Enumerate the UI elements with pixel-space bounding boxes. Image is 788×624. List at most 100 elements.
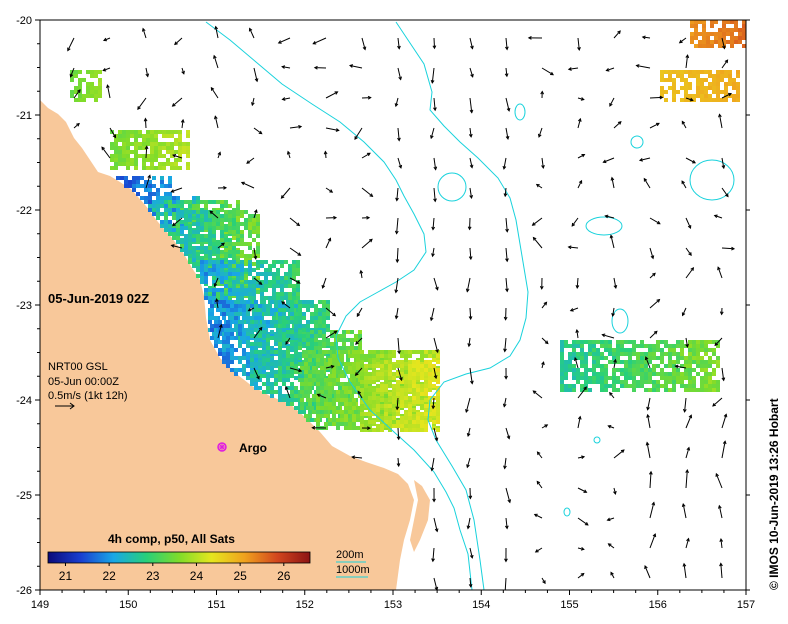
sst-pixel [384,398,388,402]
sst-pixel [690,20,694,24]
sst-pixel [404,354,408,358]
sst-pixel [280,260,284,264]
sst-pixel [74,70,78,74]
sst-pixel [274,324,278,328]
sst-pixel [432,404,436,408]
sst-pixel [286,308,290,312]
sst-pixel [584,356,588,360]
sst-pixel [384,380,388,384]
sst-pixel [648,344,652,348]
sst-pixel [312,394,316,398]
sst-pixel [286,334,290,338]
sst-pixel [360,360,364,364]
sst-pixel [704,384,708,388]
sst-pixel [296,264,300,268]
sst-pixel [294,316,298,320]
sst-pixel [322,334,326,338]
sst-pixel [376,350,380,354]
sst-pixel [142,138,146,142]
sst-pixel [250,304,254,308]
sst-pixel [272,316,276,320]
current-arrow [505,247,509,263]
sst-pixel [250,316,254,320]
current-arrow [73,89,81,99]
sst-pixel [114,146,118,150]
sst-pixel [732,78,736,82]
sst-pixel [376,400,380,404]
sst-pixel [322,304,326,308]
sst-pixel [246,332,250,336]
sst-pixel [306,308,310,312]
sst-pixel [696,356,700,360]
sst-pixel [294,354,298,358]
sst-pixel [122,158,126,162]
sst-pixel [280,288,284,292]
sst-pixel [234,348,238,352]
sst-pixel [216,268,220,272]
sst-pixel [218,340,222,344]
sst-pixel [664,70,668,74]
sst-pixel [156,216,160,220]
sst-pixel [412,364,416,368]
sst-pixel [134,150,138,154]
sst-pixel [134,138,138,142]
sst-pixel [266,390,270,394]
sst-pixel [240,238,244,242]
sst-pixel [232,214,236,218]
sst-pixel [302,316,306,320]
sst-pixel [256,260,260,264]
sst-pixel [632,348,636,352]
sst-pixel [214,324,218,328]
sst-pixel [228,226,232,230]
sst-pixel [232,292,236,296]
sst-pixel [580,348,584,352]
sst-pixel [242,336,246,340]
sst-pixel [580,352,584,356]
sst-pixel [714,32,718,36]
sst-pixel [204,292,208,296]
sst-pixel [412,420,416,424]
sst-pixel [168,200,172,204]
current-arrow [575,277,580,290]
sst-pixel [316,378,320,382]
sst-pixel [298,374,302,378]
sst-pixel [704,94,708,98]
current-arrow [502,157,507,170]
sst-pixel [404,424,408,428]
sst-pixel [228,242,232,246]
sst-pixel [632,344,636,348]
current-arrow [431,247,435,258]
sst-pixel [284,272,288,276]
sst-pixel [576,344,580,348]
sst-pixel [716,74,720,78]
sst-pixel [564,384,568,388]
sst-pixel [724,98,728,102]
sst-pixel [360,364,364,368]
sst-pixel [600,384,604,388]
sst-pixel [316,382,320,386]
sst-pixel [212,280,216,284]
sst-pixel [250,330,254,334]
sst-pixel [222,324,226,328]
sst-pixel [348,390,352,394]
sst-pixel [280,276,284,280]
sst-pixel [710,44,714,48]
sst-pixel [294,394,298,398]
sst-pixel [328,386,332,390]
sst-pixel [122,150,126,154]
sst-pixel [258,338,262,342]
sst-pixel [302,338,306,342]
current-arrow [145,174,151,189]
sst-pixel [400,360,404,364]
sst-pixel [212,226,216,230]
sst-pixel [636,344,640,348]
sst-pixel [210,336,214,340]
sst-pixel [710,40,714,44]
sst-pixel [308,414,312,418]
sst-pixel [656,388,660,392]
sst-pixel [316,370,320,374]
sst-pixel [596,340,600,344]
sst-pixel [236,242,240,246]
sst-pixel [672,360,676,364]
sst-pixel [712,86,716,90]
